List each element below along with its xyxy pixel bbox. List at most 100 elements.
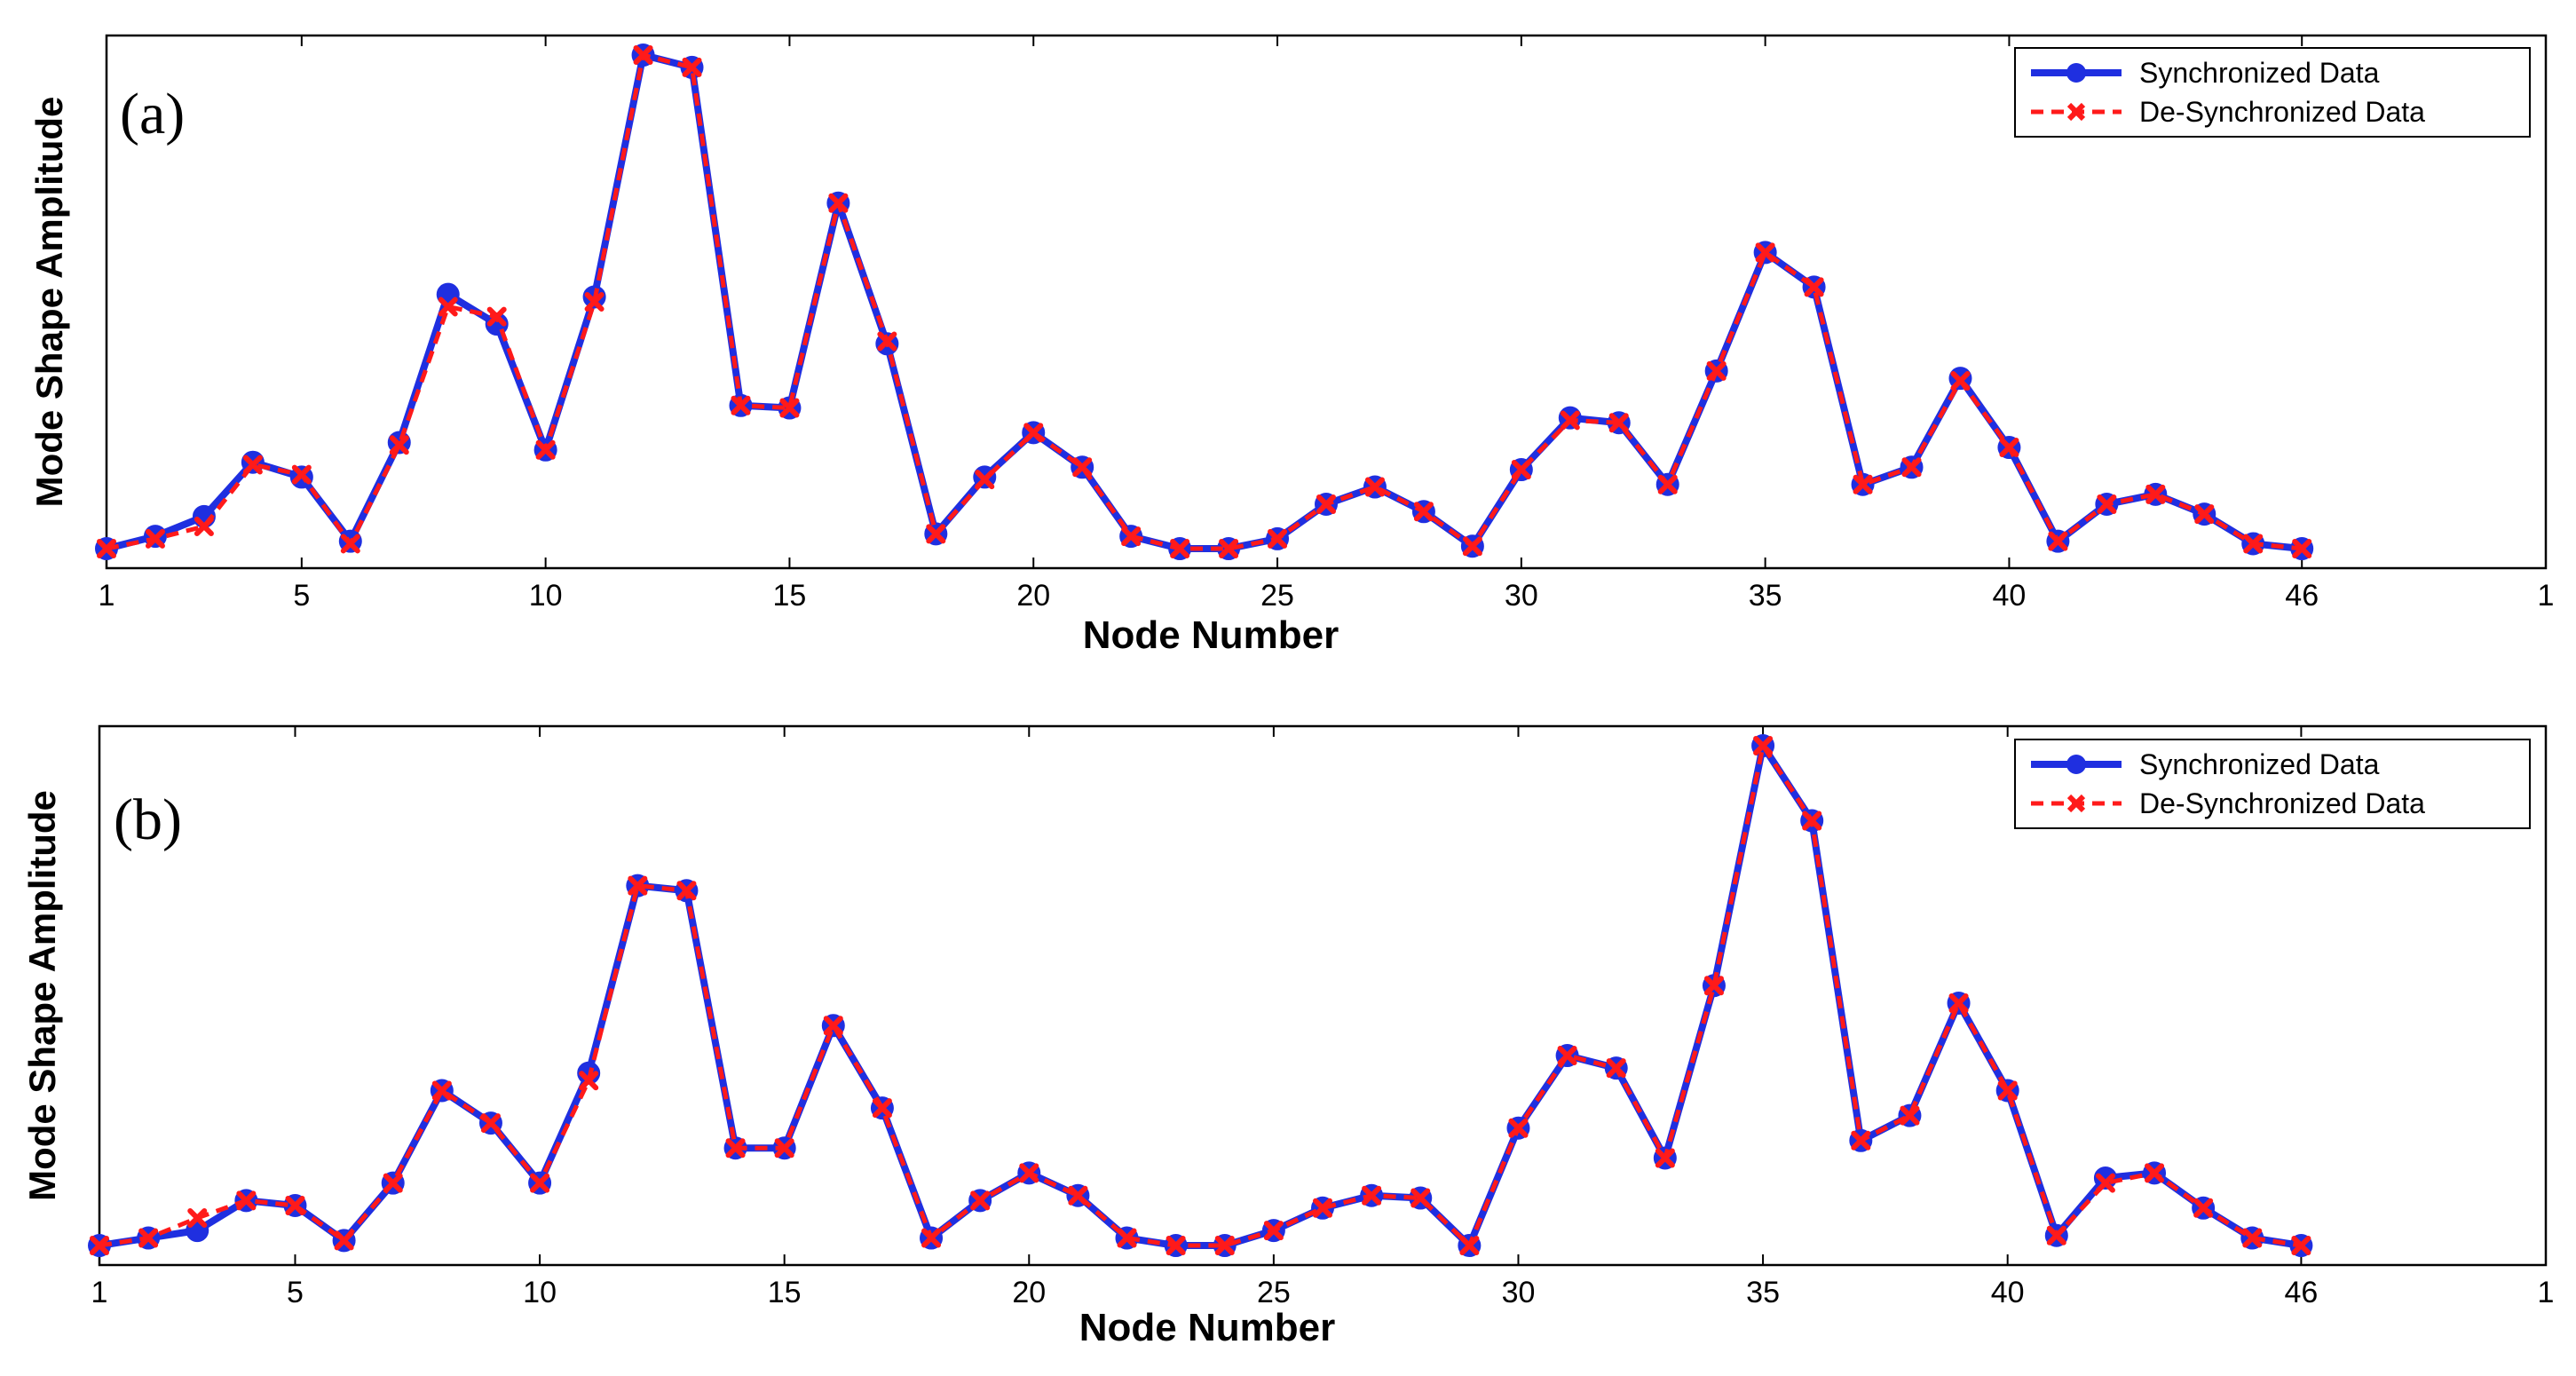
legend-label: De-Synchronized Data [2139, 787, 2425, 819]
data-point [1560, 410, 1580, 431]
data-point [1804, 277, 1824, 297]
data-point [291, 464, 312, 485]
data-point [1462, 536, 1482, 557]
data-point [2095, 1173, 2115, 1193]
data-point [731, 395, 751, 415]
data-point [872, 1098, 892, 1119]
legend-swatch-marker [2066, 794, 2086, 813]
y-axis-label: Mode Shape Amplitude [28, 97, 70, 508]
x-tick-label: 10 [523, 1276, 557, 1309]
legend-label: Synchronized Data [2139, 57, 2380, 89]
data-point [1753, 736, 1774, 755]
data-point [1117, 1228, 1137, 1248]
data-point [1755, 242, 1775, 263]
data-point [1166, 1236, 1186, 1255]
data-point [1268, 528, 1288, 549]
legend: Synchronized Data De-Synchronized Data [2014, 47, 2531, 138]
data-point [579, 1071, 599, 1091]
data-point [97, 539, 116, 558]
x-tick-label: 35 [1746, 1276, 1780, 1309]
x-tick-label: 5 [287, 1276, 304, 1309]
data-point [1023, 423, 1044, 443]
data-point [486, 306, 507, 327]
plot-area-frame [105, 34, 2548, 570]
series-synchronized [88, 734, 2313, 1257]
panel-label: (a) [120, 82, 185, 146]
x-tick-label: 1 [99, 579, 115, 613]
data-point [1410, 1188, 1431, 1208]
x-tick-label: 15 [773, 579, 807, 613]
legend-box [2014, 739, 2531, 829]
data-point [1901, 457, 1922, 478]
legend-label: De-Synchronized Data [2139, 96, 2425, 128]
data-point [2243, 534, 2264, 554]
x-tick-label: 20 [1012, 1276, 1046, 1309]
data-point [535, 439, 556, 460]
x-axis-label: Node Number [1079, 1306, 1335, 1349]
data-point [584, 292, 604, 312]
data-point [2292, 539, 2312, 558]
data-point [628, 875, 648, 896]
data-point [138, 1228, 159, 1248]
x-tick-label: 40 [1993, 579, 2027, 613]
legend-swatch-marker [2066, 63, 2086, 83]
series-line [99, 742, 2303, 1249]
data-point [725, 1138, 746, 1159]
data-point [975, 470, 995, 490]
x-tick-label: 46 [2285, 579, 2319, 613]
data-point [438, 297, 458, 317]
data-point [1019, 1163, 1039, 1183]
data-point [2145, 1163, 2165, 1183]
series-synchronized [95, 43, 2314, 560]
data-point [2193, 1198, 2214, 1218]
x-tick-label: 1 [2538, 1276, 2555, 1309]
data-point [1214, 1236, 1235, 1255]
data-point [334, 1230, 354, 1251]
data-point [1606, 1058, 1626, 1079]
data-point [970, 1190, 991, 1211]
data-point [1802, 811, 1822, 831]
data-point [2097, 494, 2117, 514]
data-point [236, 1190, 257, 1211]
x-tick-label: 35 [1749, 579, 1782, 613]
x-tick-label: 1 [91, 1276, 108, 1309]
data-point [242, 455, 263, 475]
series-desynchronized [90, 736, 2311, 1255]
series-desynchronized [97, 45, 2312, 558]
legend-swatch-marker [2066, 102, 2086, 122]
data-point [340, 534, 360, 554]
data-point [823, 1016, 843, 1036]
data-point [1364, 477, 1385, 497]
data-point [1950, 370, 1971, 391]
data-point [1557, 1046, 1577, 1066]
x-tick-label: 1 [2538, 579, 2555, 613]
series-line [99, 743, 2302, 1248]
data-point [1068, 1185, 1088, 1206]
data-point [779, 398, 800, 418]
data-point [2046, 1225, 2066, 1246]
data-point [1853, 474, 1873, 494]
data-point [389, 435, 409, 455]
series-line [106, 52, 2303, 551]
data-point [2291, 1236, 2311, 1255]
data-point [1608, 413, 1629, 433]
data-point [1900, 1105, 1920, 1126]
x-axis-label: Node Number [1083, 613, 1339, 657]
data-point [383, 1173, 403, 1193]
plot-area-frame [98, 724, 2548, 1267]
data-point [1170, 539, 1190, 558]
x-tick-label: 40 [1991, 1276, 2025, 1309]
x-tick-label: 15 [768, 1276, 802, 1309]
data-point [194, 516, 214, 536]
data-point [926, 524, 946, 544]
legend-swatch-marker [2066, 755, 2086, 774]
data-point [530, 1173, 550, 1193]
data-point [1459, 1236, 1480, 1255]
data-point [1072, 457, 1093, 478]
data-point [1851, 1130, 1871, 1151]
data-point [480, 1113, 501, 1134]
